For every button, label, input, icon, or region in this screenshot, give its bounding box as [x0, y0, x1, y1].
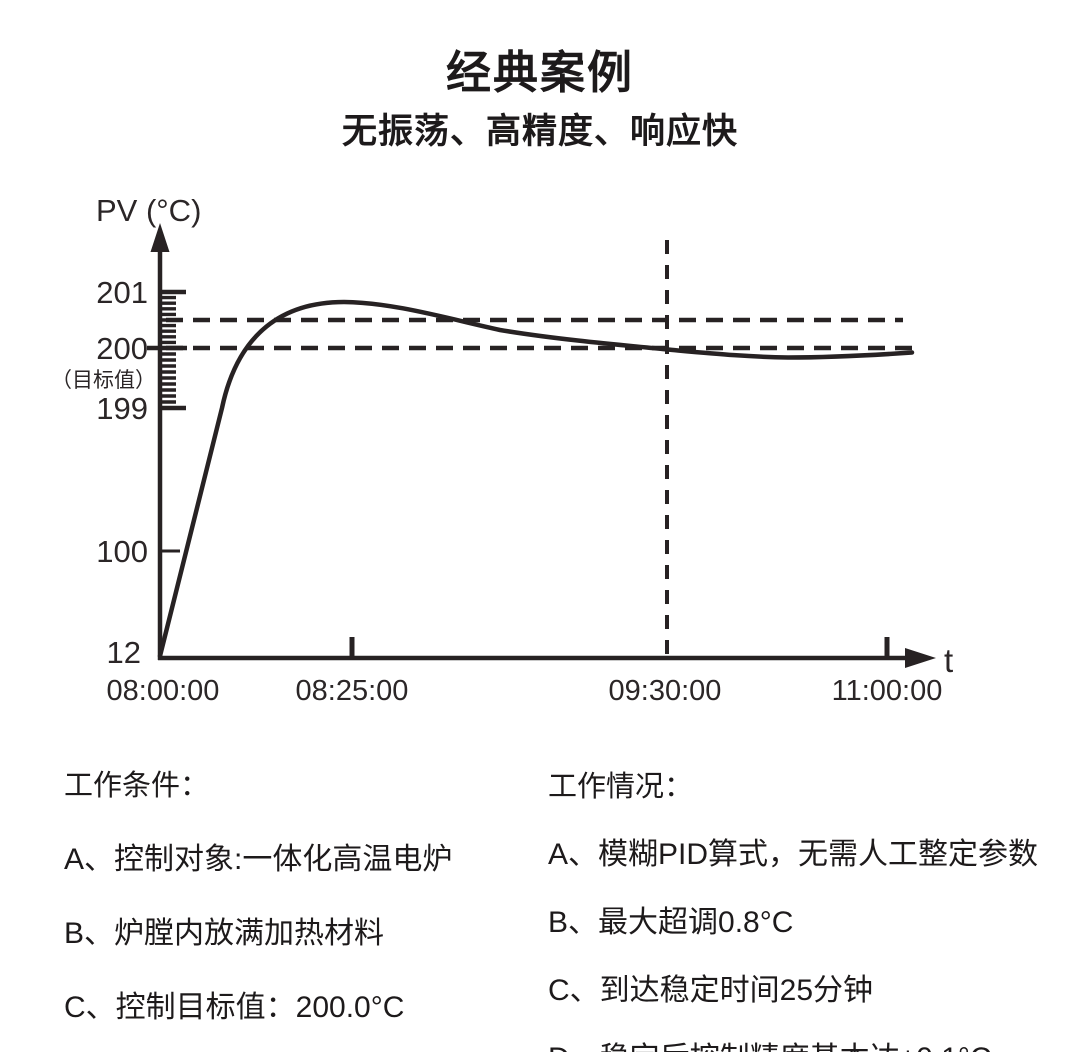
x-axis-arrow-icon: [905, 648, 936, 668]
y-tick-201: 201: [96, 275, 148, 310]
y-axis-title: PV (°C): [96, 193, 201, 228]
page-title: 经典案例: [445, 47, 634, 98]
performance-item-b: B、最大超调0.8°C: [548, 906, 794, 939]
x-tick-0930: 09:30:00: [609, 675, 722, 707]
working-performance-section: 工作情况： A、模糊PID算式，无需人工整定参数 B、最大超调0.8°C C、到…: [548, 763, 1048, 1052]
x-tick-1100: 11:00:00: [832, 675, 943, 707]
working-conditions-heading: 工作条件：: [64, 770, 210, 802]
pv-curve: [157, 299, 915, 659]
pv-temperature-chart: PV (°C) t 201 200 （目标值） 199 100 12 08:00…: [51, 193, 953, 707]
y-tick-100: 100: [96, 534, 148, 569]
target-value-note: （目标值）: [51, 369, 156, 392]
x-axis-title: t: [944, 642, 953, 679]
y-axis-arrow-icon: [150, 223, 170, 252]
condition-item-b: B、炉膛内放满加热材料: [64, 917, 385, 950]
condition-item-a: A、控制对象:一体化高温电炉: [64, 843, 453, 876]
x-axis-ticks: [349, 637, 890, 656]
performance-item-c: C、到达稳定时间25分钟: [548, 974, 874, 1007]
x-tick-0800: 08:00:00: [107, 675, 220, 707]
y-tick-199: 199: [96, 391, 148, 426]
condition-item-c: C、控制目标值：200.0°C: [64, 991, 405, 1024]
x-tick-0825: 08:25:00: [296, 675, 409, 707]
working-performance-heading: 工作情况：: [548, 771, 694, 803]
y-tick-200: 200: [96, 331, 148, 366]
page-subtitle: 无振荡、高精度、响应快: [341, 112, 738, 151]
working-conditions-section: 工作条件： A、控制对象:一体化高温电炉 B、炉膛内放满加热材料 C、控制目标值…: [64, 762, 494, 1026]
y-tick-12: 12: [107, 635, 141, 670]
performance-item-d: D、稳定后控制精度基本达±0.1°C: [548, 1033, 1048, 1052]
performance-item-a: A、模糊PID算式，无需人工整定参数: [548, 838, 1039, 871]
